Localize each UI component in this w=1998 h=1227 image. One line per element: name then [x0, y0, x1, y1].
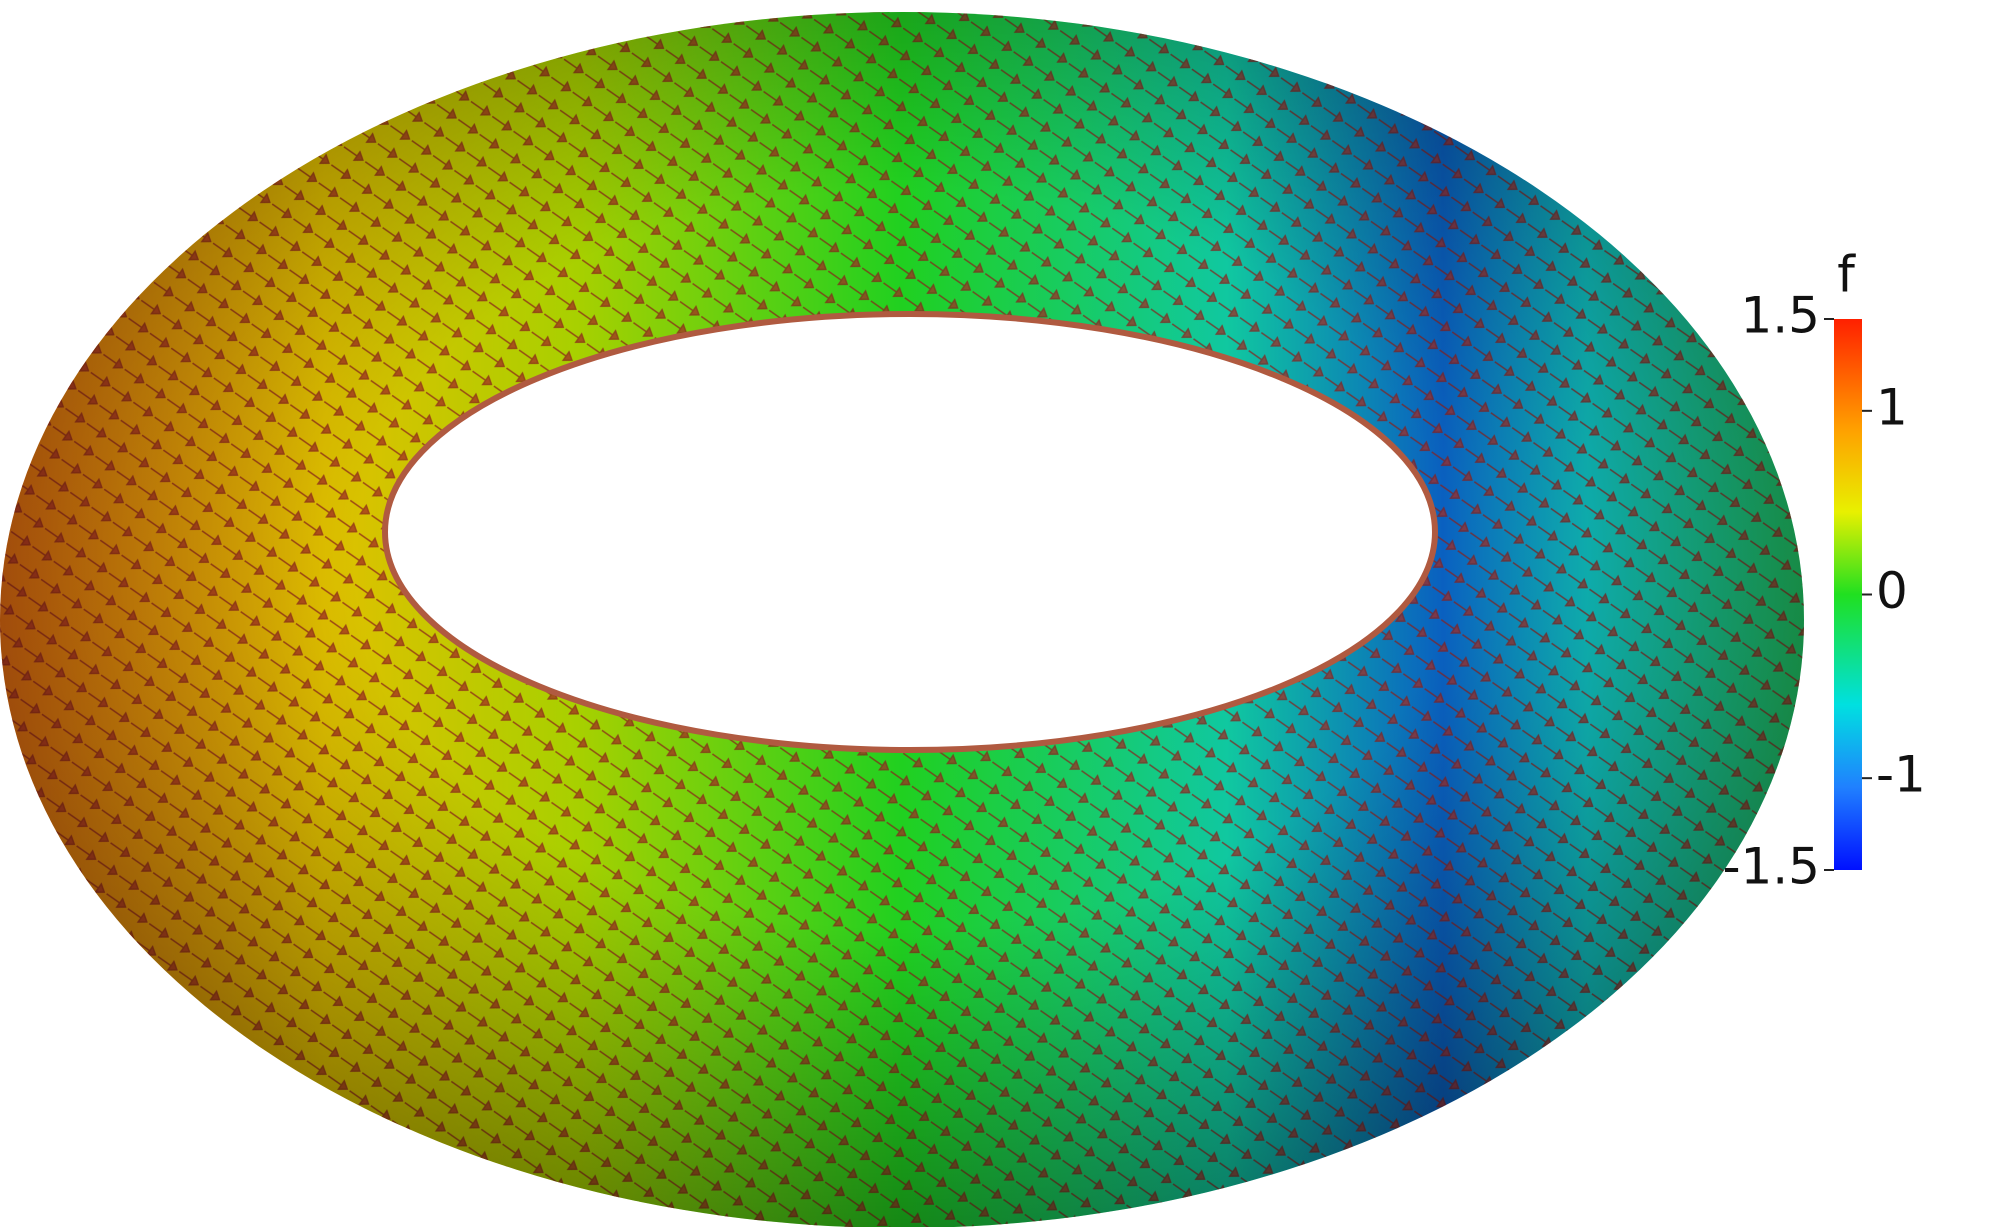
torus-hole: [382, 311, 1438, 753]
colorbar-title: f: [1837, 246, 1856, 304]
tick-label: -1.5: [1722, 838, 1820, 896]
colorbar-gradient: [1834, 319, 1862, 870]
tick-label: -1: [1876, 746, 1926, 804]
colorbar: f -1.5 -1 0 1 1.5: [1722, 246, 1925, 896]
tick-label: 0: [1876, 562, 1908, 620]
tick-label: 1: [1876, 378, 1908, 436]
tick-label: 1.5: [1740, 287, 1820, 345]
torus: [0, 12, 1804, 1227]
